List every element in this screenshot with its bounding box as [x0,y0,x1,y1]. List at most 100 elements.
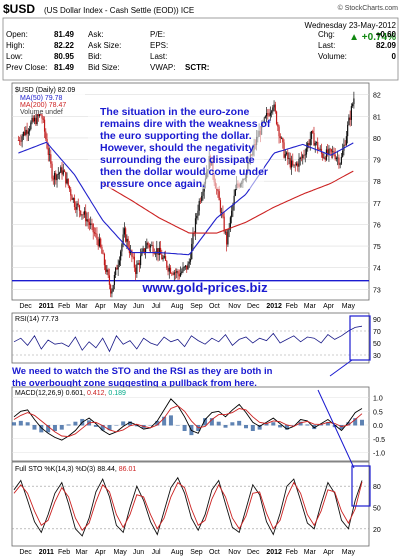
candle-body [327,149,329,155]
candle-body [167,267,169,272]
x-tick-label: Dec [247,549,260,556]
sto-ytick: 80 [373,484,381,491]
candle-body [152,245,154,254]
macd-histogram-bar [230,422,235,426]
candle-body [81,214,83,216]
x-tick-label: Apr [95,303,107,310]
candle-body [275,111,278,124]
candle-body [329,148,331,150]
candle-body [231,210,233,218]
candle-body [218,191,220,201]
candle-body [30,122,32,130]
candle-body [172,273,174,275]
candle-body [96,233,98,240]
quote-cell: SCTR: [185,63,209,72]
candle-body [154,253,157,255]
candle-body [88,222,91,226]
candle-body [75,207,77,210]
candle-body [309,138,311,146]
candle-body [106,269,108,272]
candle-body [56,174,58,181]
candle-body [353,98,355,105]
candle-body [288,158,290,160]
candle-body [20,141,22,142]
candle-body [115,267,117,275]
candle-body [279,136,281,139]
candle-body [269,112,271,116]
candle-body [43,119,46,132]
quote-cell: 81.49 [54,30,75,39]
candle-body [177,271,179,275]
candle-body [148,245,150,248]
x-tick-label: Oct [209,303,220,310]
candle-body [232,205,234,211]
candle-body [47,148,49,155]
candle-body [103,253,106,266]
candle-body [176,271,178,273]
candle-body [80,210,82,216]
macd-histogram-bar [244,425,248,429]
candle-body [338,157,340,165]
candle-body [313,132,315,146]
macd-histogram-bar [271,422,276,426]
candle-body [280,137,283,139]
ma50-legend: MA(50) 79.78 [20,95,63,102]
candle-body [93,232,96,234]
candle-body [40,114,42,116]
price-ytick: 76 [373,222,381,229]
x-tick-label: Feb [58,303,70,310]
macd-histogram-bar [175,425,180,426]
candle-body [125,228,127,242]
candle-body [300,157,303,159]
candle-body [137,262,139,265]
macd-title-text: MACD(12,26,9) 0.601, 0.412, 0.189 [15,390,126,397]
macd-title-part: 0.189 [108,390,126,397]
candle-body [197,210,199,216]
candle-body [270,111,273,113]
candle-body [292,160,294,166]
candle-body [183,266,185,268]
candle-body [201,195,203,202]
candle-body [117,264,119,270]
main-annotation-line: then the dollar would come under [100,166,268,178]
candle-body [28,129,31,132]
price-ytick: 81 [373,114,381,121]
x-tick-label: Nov [228,303,241,310]
candle-body [305,148,308,155]
macd-title-part: 0.601, [66,390,87,397]
candle-body [188,261,190,264]
candle-body [184,265,187,267]
x-tick-label: Jun [133,549,144,556]
candle-body [19,140,21,142]
watermark: © StockCharts.com [338,4,399,12]
candle-body [143,248,145,253]
macd-histogram-bar [216,421,221,426]
candle-body [61,167,63,175]
lower-annotation-line: We need to watch the STO and the RSI as … [12,366,273,377]
candle-body [263,117,265,122]
rsi-highlight [349,315,371,361]
candle-body [107,269,109,276]
sto-ytick: 20 [373,527,381,534]
macd-ytick: 0.5 [373,409,383,416]
candle-body [135,267,137,274]
candle-body [328,148,330,155]
quote-cell: EPS: [150,41,168,50]
candle-body [51,163,53,179]
candle-body [133,256,135,268]
candle-body [78,205,81,211]
candle-body [53,173,56,180]
main-annotation-line: the euro supporting the dollar. [100,130,252,142]
macd-histogram-bar [339,425,344,430]
candle-body [345,136,348,145]
candle-body [194,218,197,234]
macd-histogram-bar [312,425,317,430]
ma200-legend: MA(200) 78.47 [20,102,66,109]
candle-body [337,157,339,159]
candle-body [273,104,275,108]
macd-histogram-bar [305,424,310,426]
candle-body [37,114,39,117]
candle-body [168,267,170,272]
candle-body [113,274,116,285]
